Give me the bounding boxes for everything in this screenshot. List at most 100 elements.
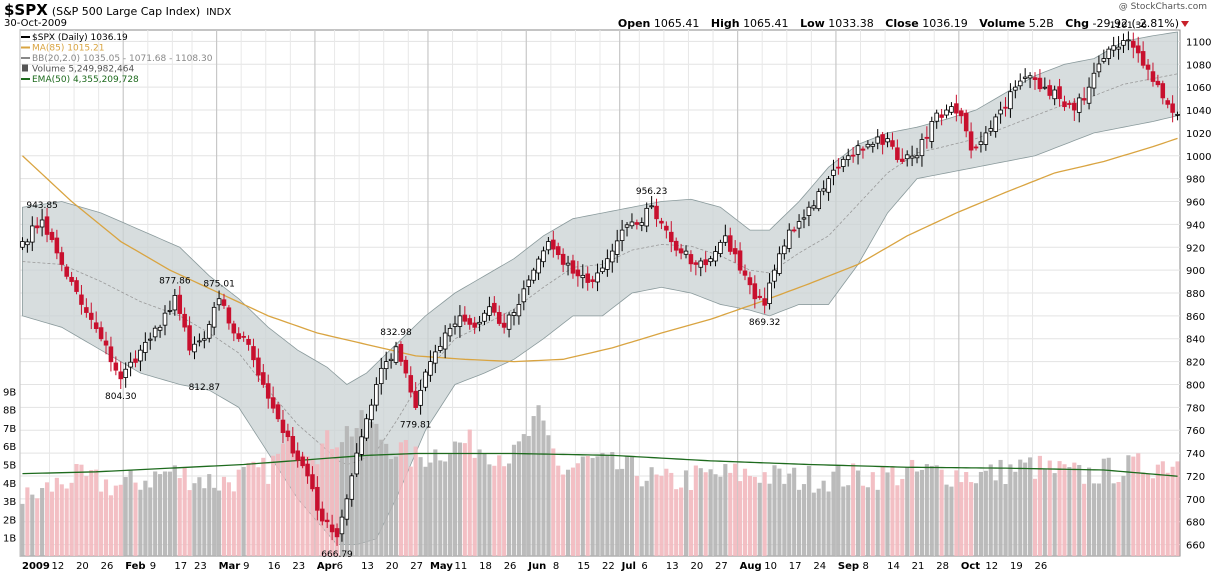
volume-bar	[35, 498, 40, 556]
volume-bar	[1111, 483, 1116, 556]
candle-body	[290, 436, 296, 454]
candle-body	[541, 250, 546, 263]
candle-body	[1017, 80, 1023, 87]
volume-bar	[418, 457, 423, 556]
volume-bar	[969, 482, 974, 556]
candle-body	[418, 389, 423, 406]
candle-body	[1175, 114, 1180, 116]
volume-bar	[207, 474, 212, 556]
volume-bar	[836, 465, 841, 556]
candle-body	[108, 346, 114, 363]
volume-bar	[875, 489, 880, 556]
candle-body	[914, 155, 920, 159]
candle-body	[265, 383, 271, 399]
x-tick-label: 17	[789, 561, 802, 572]
candle-body	[1008, 91, 1013, 110]
x-tick-label: 21	[912, 561, 925, 572]
candle-body	[610, 250, 615, 263]
candle-body	[310, 474, 315, 490]
volume-bar	[482, 453, 487, 556]
volume-bar	[266, 483, 271, 556]
volume-bar	[433, 449, 438, 556]
price-annotation: 956.23	[636, 187, 668, 197]
volume-bar	[261, 457, 266, 556]
volume-tick-label: 1B	[3, 534, 16, 545]
volume-bar	[831, 471, 836, 556]
candle-body	[521, 288, 527, 303]
volume-bar	[767, 483, 772, 556]
candle-body	[1027, 75, 1033, 79]
volume-bar	[408, 466, 413, 556]
x-tick-label: 26	[101, 561, 114, 572]
candle-body	[968, 131, 974, 151]
volume-bar	[162, 471, 168, 556]
volume-bar	[20, 503, 25, 556]
candle-body	[133, 358, 138, 363]
volume-bar	[1136, 453, 1141, 556]
candle-body	[1003, 106, 1008, 109]
candle-body	[1140, 51, 1146, 66]
candle-body	[904, 154, 910, 160]
candle-body	[1165, 100, 1170, 105]
candle-body	[295, 450, 300, 461]
volume-bar	[103, 479, 109, 556]
candle-body	[379, 367, 384, 385]
volume-bar	[841, 486, 846, 556]
candle-body	[364, 418, 369, 439]
price-annotation: 812.87	[189, 383, 221, 393]
candle-body	[437, 345, 443, 351]
volume-bar	[1072, 462, 1077, 556]
price-tick-label: 960	[1186, 198, 1205, 209]
volume-bar	[713, 474, 718, 556]
price-tick-label: 820	[1186, 358, 1205, 369]
volume-bar	[40, 488, 45, 556]
volume-bar	[698, 468, 703, 556]
candle-body	[939, 114, 944, 118]
volume-bar	[973, 483, 979, 556]
volume-bar	[590, 458, 595, 556]
volume-bar	[747, 475, 752, 556]
candle-body	[993, 116, 998, 132]
candle-body	[954, 103, 959, 114]
volume-tick-label: 7B	[3, 424, 16, 435]
volume-tick-label: 2B	[3, 515, 16, 526]
volume-bar	[816, 488, 821, 556]
candle-body	[74, 280, 79, 292]
volume-bar	[369, 422, 374, 556]
volume-bar	[944, 484, 949, 556]
candle-body	[757, 295, 763, 298]
volume-bar	[738, 481, 743, 556]
volume-bar	[521, 434, 526, 556]
volume-bar	[964, 472, 969, 556]
volume-bar	[605, 455, 610, 556]
candle-body	[44, 216, 50, 235]
volume-bar	[683, 470, 689, 556]
candle-body	[614, 240, 620, 255]
volume-bar	[1067, 466, 1072, 556]
volume-bar	[679, 487, 684, 556]
candle-body	[84, 307, 89, 313]
price-tick-label: 720	[1186, 472, 1205, 483]
volume-bar	[846, 485, 851, 556]
volume-bar	[413, 446, 418, 556]
candle-body	[865, 143, 871, 148]
volume-bar	[1121, 475, 1126, 556]
volume-bar	[158, 474, 163, 556]
volume-bar	[241, 466, 246, 556]
volume-bar	[905, 467, 910, 556]
candle-body	[187, 325, 192, 351]
x-tick-label: 26	[1035, 561, 1048, 572]
volume-bar	[492, 465, 497, 556]
symbol: $SPX	[4, 1, 48, 19]
candle-body	[241, 335, 246, 338]
candle-body	[1135, 45, 1141, 54]
volume-bar	[531, 416, 536, 556]
candle-body	[590, 279, 595, 282]
candle-body	[354, 452, 359, 475]
x-tick-label: 28	[936, 561, 949, 572]
volume-bar	[910, 459, 915, 556]
candle-body	[959, 110, 964, 117]
candle-body	[536, 258, 541, 274]
legend-entry: Volume 5,249,982,464	[32, 65, 134, 75]
